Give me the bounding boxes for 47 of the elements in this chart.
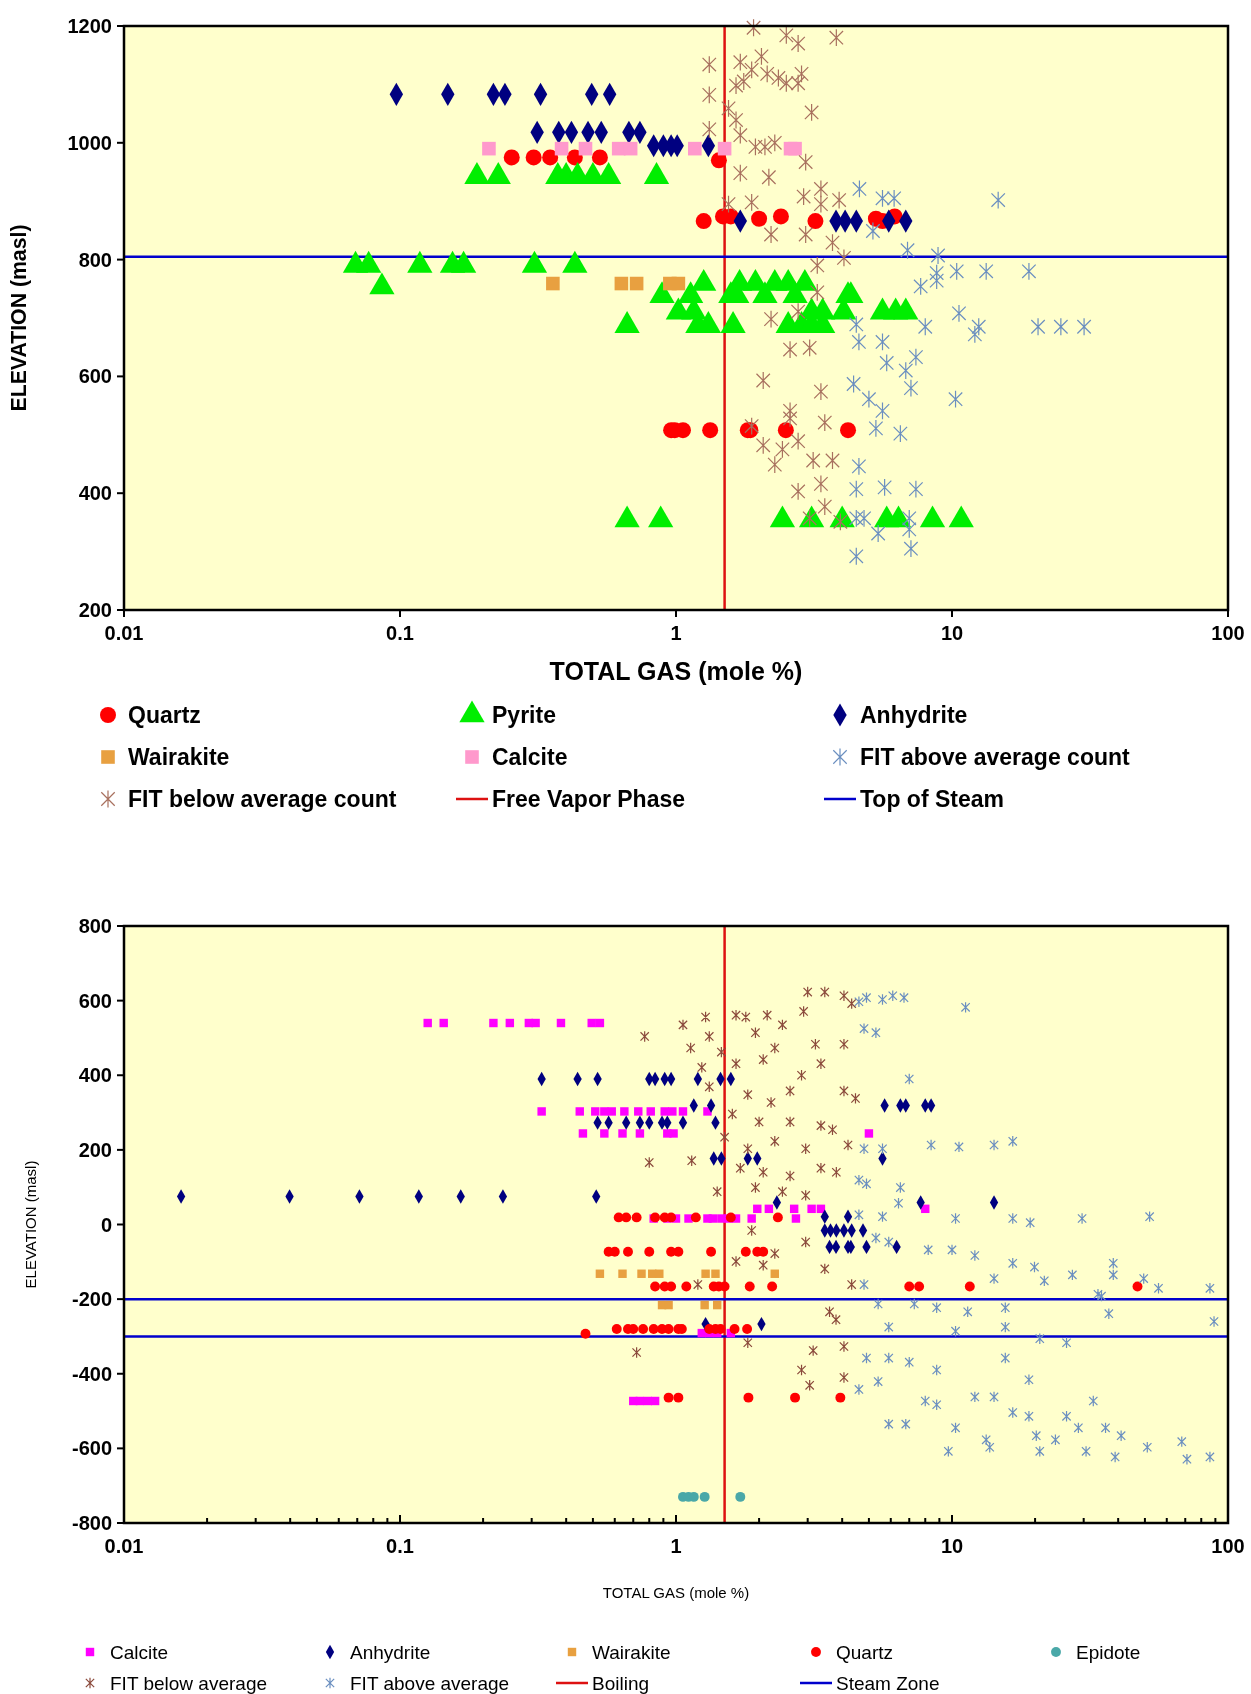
y-tick-label: 400 bbox=[78, 482, 112, 505]
y-tick-label: -600 bbox=[71, 1437, 112, 1460]
legend-label: Boiling bbox=[592, 1672, 650, 1694]
y-tick-label: -200 bbox=[71, 1288, 112, 1311]
y-tick-label: 800 bbox=[78, 915, 112, 937]
y-tick-label: 200 bbox=[78, 1138, 112, 1161]
x-tick-label: 0.01 bbox=[104, 622, 144, 644]
x-tick-label: 100 bbox=[1211, 1535, 1245, 1557]
legend-label: Wairakite bbox=[592, 1641, 671, 1663]
legend-label: Free Vapor Phase bbox=[492, 786, 686, 813]
legend-label: Quartz bbox=[128, 702, 201, 729]
legend-label: Anhydrite bbox=[350, 1641, 431, 1663]
x-tick-label: 0.1 bbox=[386, 622, 414, 644]
legend-label: FIT below average count bbox=[128, 786, 397, 813]
legend-label: Wairakite bbox=[128, 744, 230, 771]
legend-label: FIT below average bbox=[110, 1672, 268, 1694]
legend-label: Steam Zone bbox=[836, 1672, 940, 1694]
y-tick-label: 1200 bbox=[67, 15, 112, 37]
x-tick-label: 10 bbox=[940, 1535, 964, 1557]
y-tick-label: 600 bbox=[78, 989, 112, 1012]
y-tick-label: -400 bbox=[71, 1362, 112, 1385]
legend-label: FIT above average count bbox=[860, 744, 1131, 771]
y-axis-title: ELEVATION (masl) bbox=[7, 224, 31, 412]
y-tick-label: 200 bbox=[78, 599, 112, 621]
legend-label: Top of Steam bbox=[860, 786, 1004, 813]
legend-label: Calcite bbox=[110, 1641, 169, 1663]
legend-label: Quartz bbox=[836, 1641, 894, 1663]
x-tick-label: 10 bbox=[940, 622, 964, 644]
x-tick-label: 1 bbox=[670, 1535, 682, 1557]
y-axis-title: ELEVATION (masl) bbox=[22, 1160, 39, 1289]
y-tick-label: 600 bbox=[78, 365, 112, 388]
x-tick-label: 100 bbox=[1211, 622, 1245, 644]
y-tick-label: -800 bbox=[71, 1512, 112, 1534]
legend-label: Calcite bbox=[492, 744, 568, 771]
legend-label: Epidote bbox=[1076, 1641, 1141, 1663]
x-axis-title: TOTAL GAS (mole %) bbox=[602, 1584, 750, 1601]
y-tick-label: 800 bbox=[78, 248, 112, 271]
x-tick-label: 0.1 bbox=[386, 1535, 414, 1557]
legend-label: Pyrite bbox=[492, 702, 556, 729]
legend-label: FIT above average bbox=[350, 1672, 510, 1694]
x-axis-title: TOTAL GAS (mole %) bbox=[549, 657, 803, 685]
legend-label: Anhydrite bbox=[860, 702, 968, 729]
y-tick-label: 400 bbox=[78, 1064, 112, 1087]
y-tick-label: 0 bbox=[100, 1213, 112, 1236]
y-tick-label: 1000 bbox=[67, 131, 112, 154]
x-tick-label: 0.01 bbox=[104, 1535, 144, 1557]
x-tick-label: 1 bbox=[670, 622, 682, 644]
